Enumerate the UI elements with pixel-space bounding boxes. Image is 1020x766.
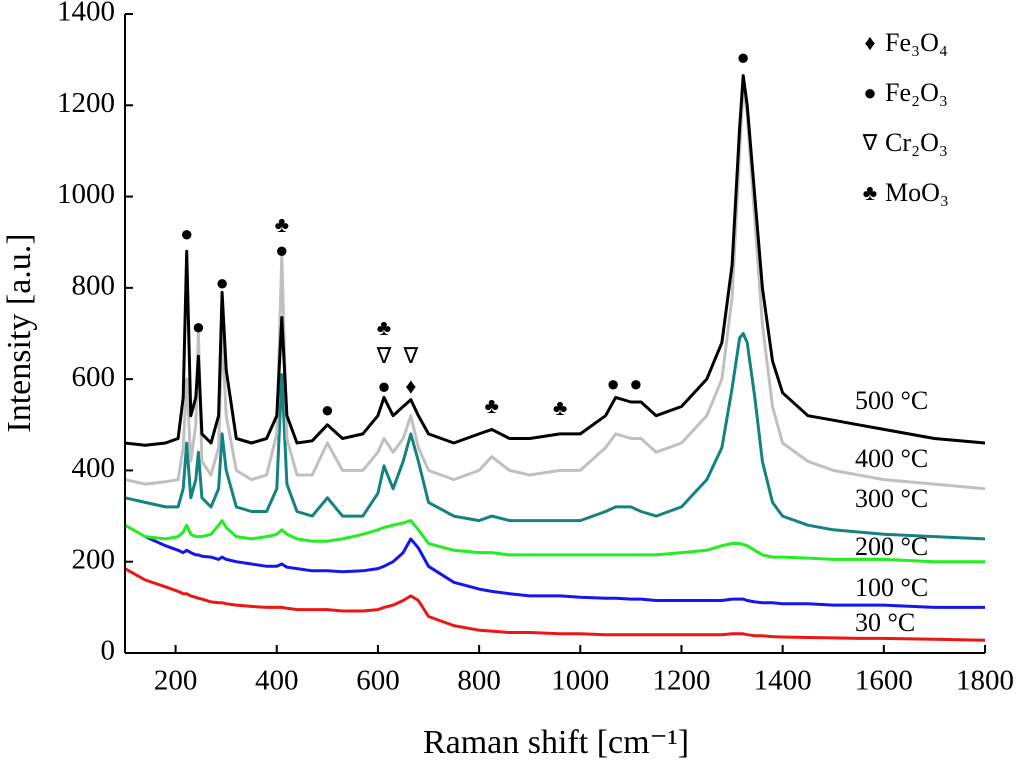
x-tick-label: 1400: [754, 665, 812, 697]
series-label: 30 °C: [855, 608, 915, 637]
x-tick-label: 200: [154, 665, 198, 697]
peak-marker: ●: [192, 314, 205, 339]
legend-symbol: ♦: [864, 30, 875, 55]
x-tick-label: 1600: [855, 665, 913, 697]
peak-marker: ∇: [402, 343, 418, 368]
x-tick-label: 1000: [551, 665, 609, 697]
legend-label: Fe₂O₃: [885, 78, 948, 107]
series-line: [124, 332, 986, 541]
peak-marker: ♣: [377, 315, 391, 340]
x-tick-label: 1200: [652, 665, 710, 697]
series-label: 400 °C: [855, 444, 928, 473]
y-tick-label: 800: [72, 270, 116, 302]
series-label: 200 °C: [855, 532, 928, 561]
series-label: 500 °C: [855, 386, 928, 415]
x-tick-label: 800: [457, 665, 501, 697]
series-line: [124, 74, 986, 447]
peak-marker: ●: [275, 237, 288, 262]
x-tick-label: 600: [356, 665, 400, 697]
peak-marker: ●: [215, 270, 228, 295]
series-line: [124, 519, 985, 564]
y-tick-label: 200: [72, 543, 116, 575]
legend-symbol: ♣: [863, 180, 877, 205]
y-tick-label: 400: [72, 452, 116, 484]
peak-marker: ●: [629, 371, 642, 396]
peak-marker: ●: [321, 397, 334, 422]
series-line: [124, 567, 986, 642]
series-line: [144, 535, 985, 609]
peak-marker: ♣: [485, 393, 499, 418]
y-tick-label: 1400: [57, 0, 115, 28]
peak-marker: ♦: [405, 373, 416, 398]
x-axis-title: Raman shift [cm⁻¹]: [423, 724, 689, 761]
peak-marker: ∇: [376, 343, 392, 368]
series-label: 100 °C: [855, 573, 928, 602]
y-tick-label: 1200: [57, 87, 115, 119]
y-axis-title: Intensity [a.u.]: [1, 233, 38, 432]
legend-label: MoO₃: [885, 178, 949, 207]
legend-symbol: ●: [863, 80, 876, 105]
y-tick-label: 0: [101, 635, 116, 667]
legend-label: Fe₃O₄: [885, 28, 948, 57]
peak-marker: ●: [377, 373, 390, 398]
series-label: 300 °C: [855, 484, 928, 513]
x-tick-label: 1800: [956, 665, 1014, 697]
legend-symbol: ∇: [862, 130, 878, 155]
peak-marker: ♣: [275, 212, 289, 237]
series-line: [124, 85, 986, 491]
y-tick-label: 1000: [57, 178, 115, 210]
y-tick-label: 600: [72, 361, 116, 393]
peak-marker: ♣: [553, 395, 567, 420]
x-tick-label: 400: [255, 665, 299, 697]
peak-marker: ●: [607, 371, 620, 396]
legend-label: Cr₂O₃: [885, 128, 948, 157]
peak-marker: ●: [180, 221, 193, 246]
peak-marker: ●: [737, 45, 750, 70]
